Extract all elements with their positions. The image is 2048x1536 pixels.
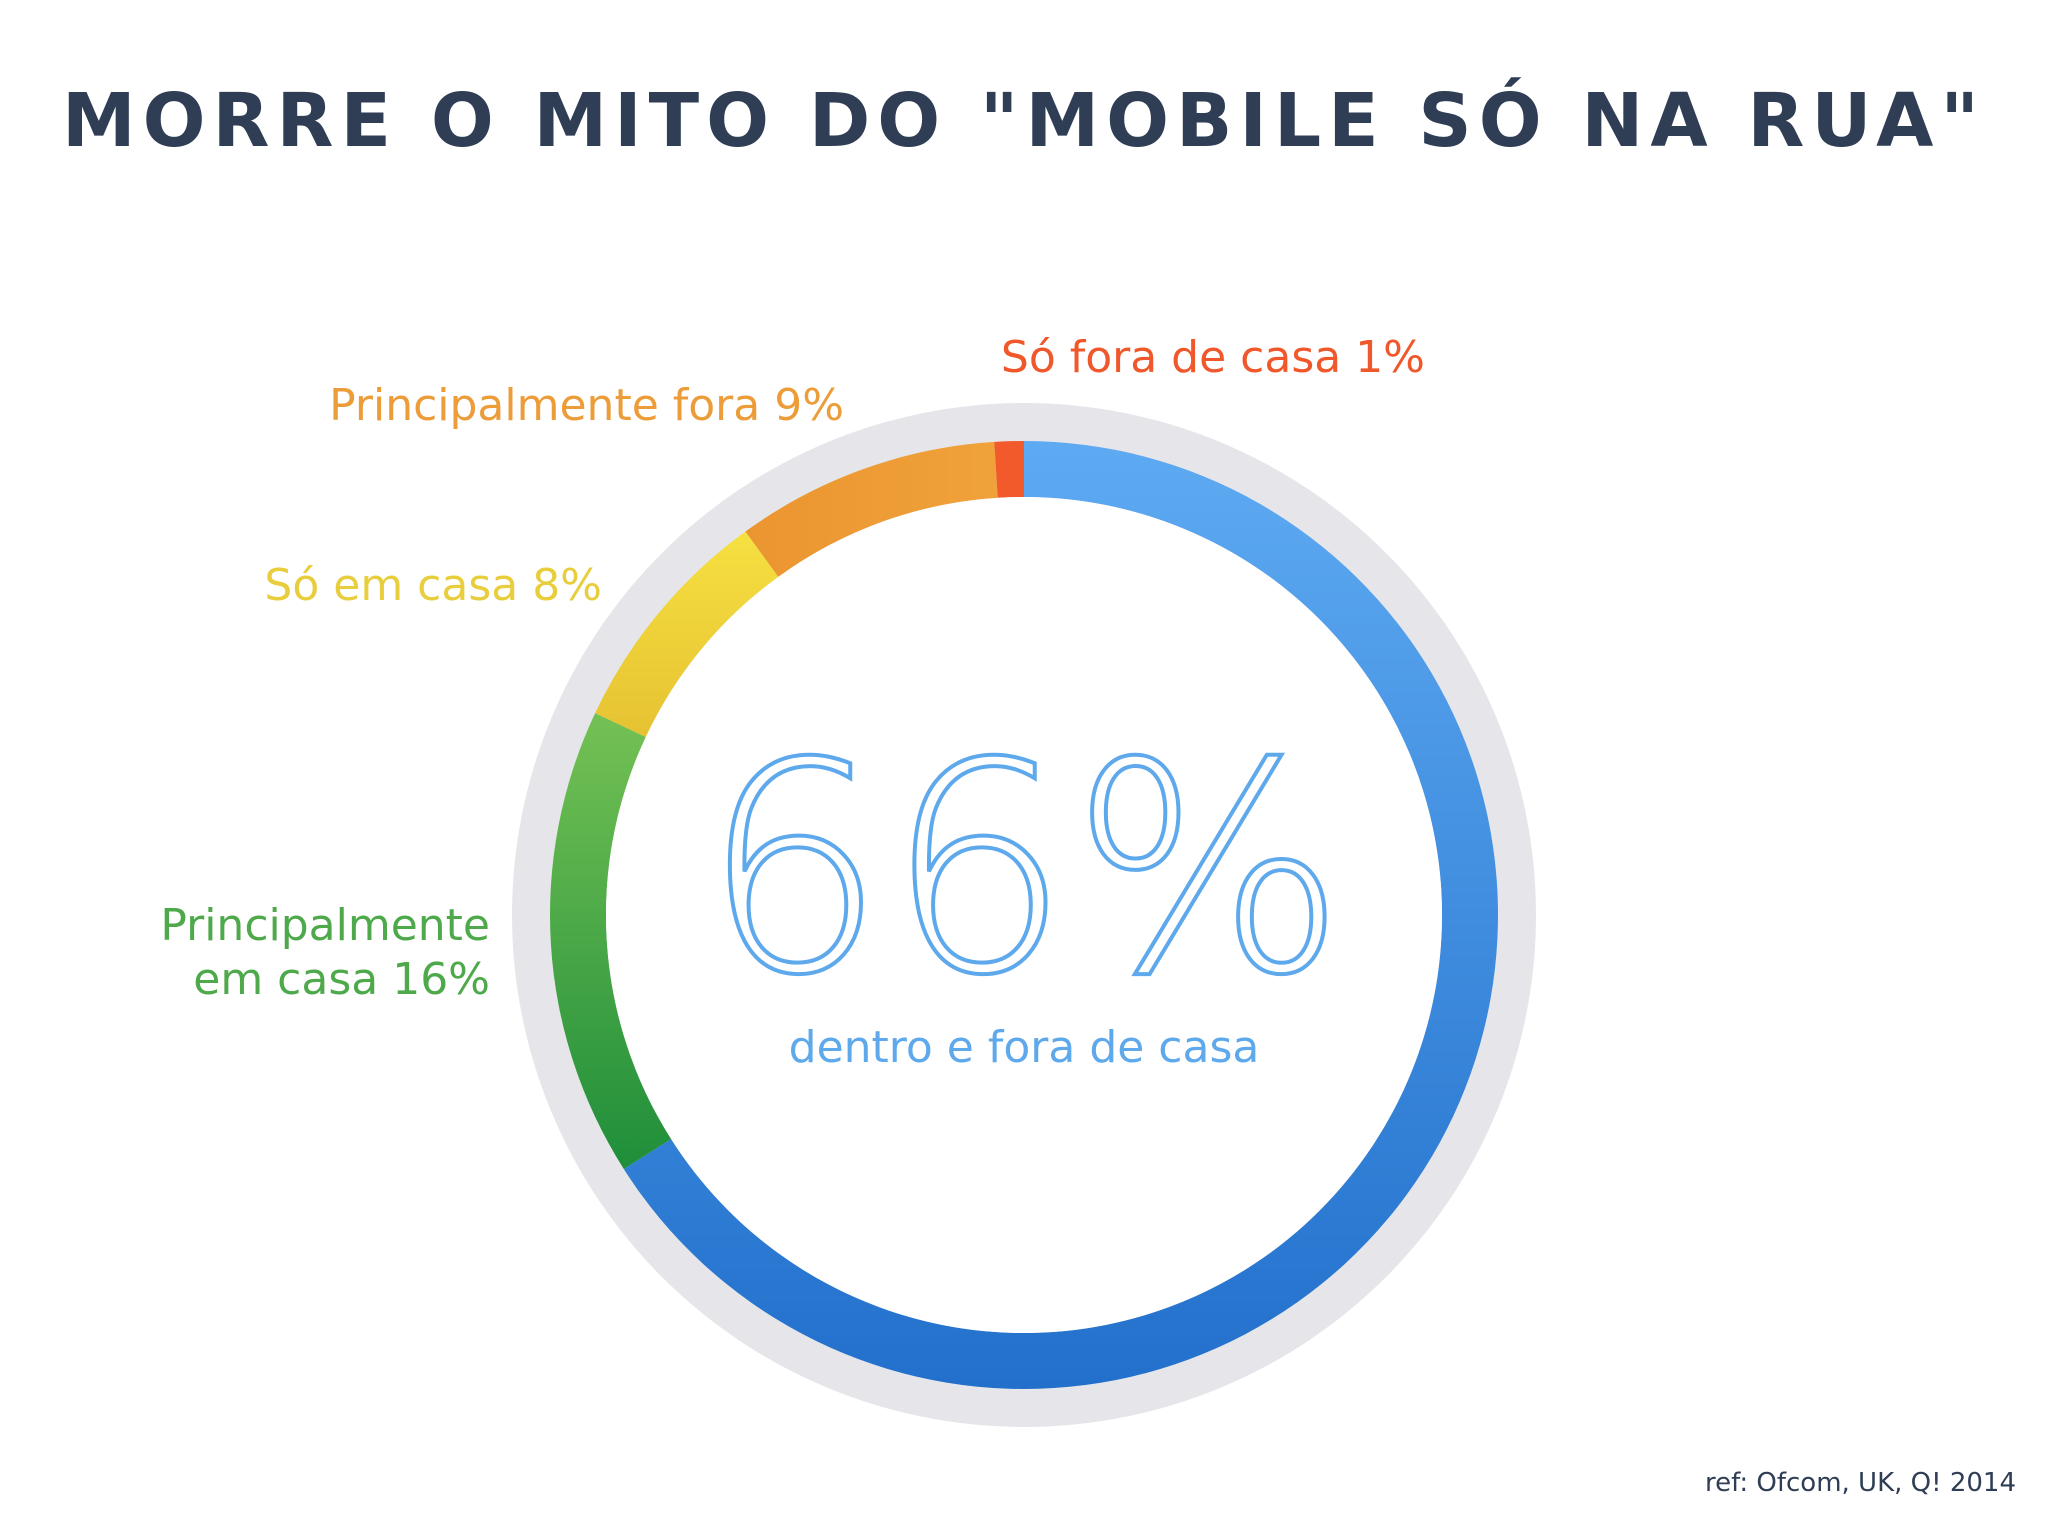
donut-slice-principalmente-em-casa xyxy=(550,713,672,1169)
page-title: MORRE O MITO DO "MOBILE SÓ NA RUA" xyxy=(62,78,1986,164)
center-label: dentro e fora de casa xyxy=(789,1022,1260,1073)
label-s-em-casa: Só em casa 8% xyxy=(264,560,602,611)
label-principalmente-em-casa: Principalmente em casa 16% xyxy=(160,900,490,1005)
label-principalmente-fora: Principalmente fora 9% xyxy=(329,380,844,431)
donut-slices xyxy=(550,441,1499,1390)
slice-labels: Principalmente em casa 16% Só em casa 8% Pr… xyxy=(160,332,1425,1005)
source-note: ref: Ofcom, UK, Q! 2014 xyxy=(1705,1468,2016,1498)
donut-hole xyxy=(606,497,1442,1333)
center-value: 66% xyxy=(702,702,1347,1039)
donut-slice-principalmente-fora xyxy=(745,441,998,577)
label-s-fora-de-casa: Só fora de casa 1% xyxy=(1001,332,1425,383)
donut-slice-s-fora-de-casa xyxy=(994,441,1024,498)
donut-slice-s-em-casa xyxy=(595,531,779,738)
